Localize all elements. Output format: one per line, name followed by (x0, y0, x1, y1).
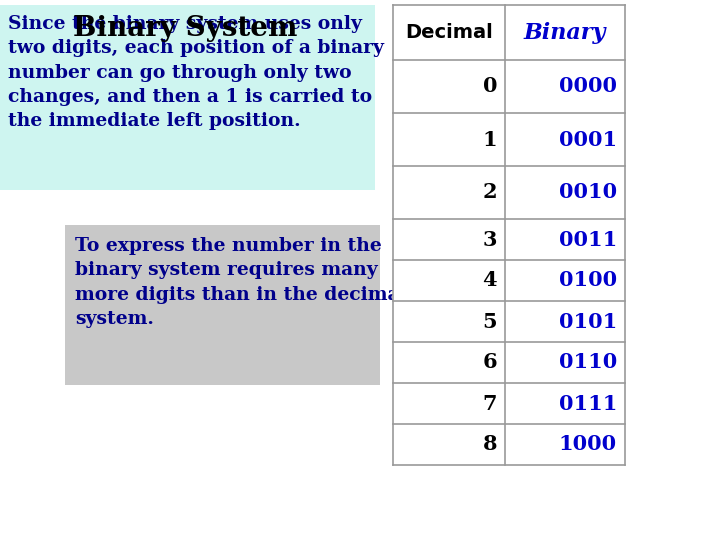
Text: 0100: 0100 (559, 271, 617, 291)
Text: 8: 8 (482, 435, 497, 455)
Text: 0111: 0111 (559, 394, 617, 414)
Text: Since the binary system uses only
two digits, each position of a binary
number c: Since the binary system uses only two di… (8, 15, 384, 130)
Text: 1000: 1000 (559, 435, 617, 455)
Text: 4: 4 (482, 271, 497, 291)
Text: Binary: Binary (524, 22, 606, 44)
Text: 5: 5 (482, 312, 497, 332)
Bar (393, 5, 625, 465)
Text: 0000: 0000 (559, 77, 617, 97)
Text: 0010: 0010 (559, 183, 617, 202)
Text: To express the number in the
binary system requires many
more digits than in the: To express the number in the binary syst… (75, 237, 407, 328)
Text: Binary System: Binary System (73, 15, 297, 42)
Text: 0110: 0110 (559, 353, 617, 373)
Text: 0101: 0101 (559, 312, 617, 332)
Text: 1: 1 (482, 130, 497, 150)
FancyBboxPatch shape (0, 5, 375, 190)
Text: Decimal: Decimal (405, 23, 493, 42)
Text: 2: 2 (482, 183, 497, 202)
Text: 7: 7 (482, 394, 497, 414)
Text: 3: 3 (482, 230, 497, 249)
Text: 0011: 0011 (559, 230, 617, 249)
Text: 0001: 0001 (559, 130, 617, 150)
Text: 6: 6 (482, 353, 497, 373)
FancyBboxPatch shape (65, 225, 380, 385)
Text: 0: 0 (482, 77, 497, 97)
